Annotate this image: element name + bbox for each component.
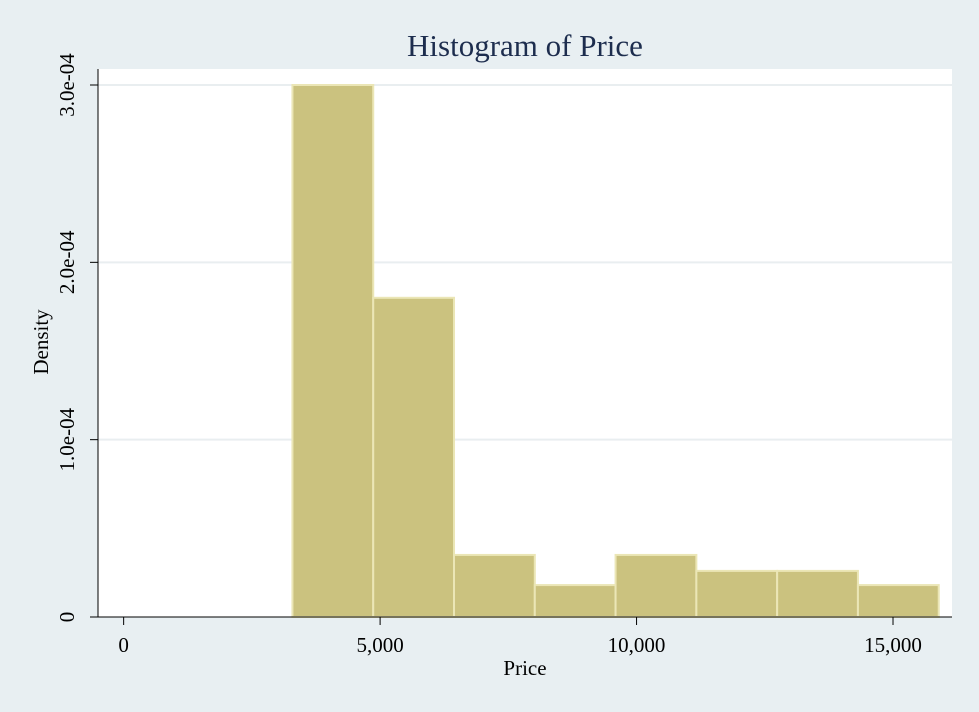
y-tick-label: 3.0e-04 — [55, 53, 79, 117]
y-ticks: 0 1.0e-04 2.0e-04 3.0e-04 — [55, 53, 98, 623]
histogram-bar — [533, 584, 617, 619]
x-tick-label: 10,000 — [608, 633, 666, 657]
y-tick-label: 2.0e-04 — [55, 230, 79, 294]
plot-area — [98, 69, 952, 617]
histogram-bar — [291, 84, 375, 618]
axes — [97, 69, 952, 618]
histogram-bar — [695, 569, 779, 618]
x-tick-label: 0 — [118, 633, 129, 657]
x-axis-title: Price — [503, 656, 546, 680]
histogram-bars — [291, 84, 940, 619]
histogram-bar — [856, 584, 940, 619]
x-tick-label: 15,000 — [864, 633, 922, 657]
x-tick-label: 5,000 — [356, 633, 403, 657]
histogram-bar — [776, 569, 859, 618]
y-tick-label: 1.0e-04 — [55, 407, 79, 471]
grid-lines — [98, 84, 952, 441]
x-ticks: 0 5,000 10,000 15,000 — [118, 617, 922, 657]
histogram-bar — [372, 296, 456, 618]
y-axis-title: Density — [29, 309, 53, 375]
histogram-bar — [453, 553, 536, 619]
y-tick-label: 0 — [55, 612, 79, 623]
histogram-bar — [614, 553, 698, 619]
chart-title: Histogram of Price — [407, 28, 643, 63]
